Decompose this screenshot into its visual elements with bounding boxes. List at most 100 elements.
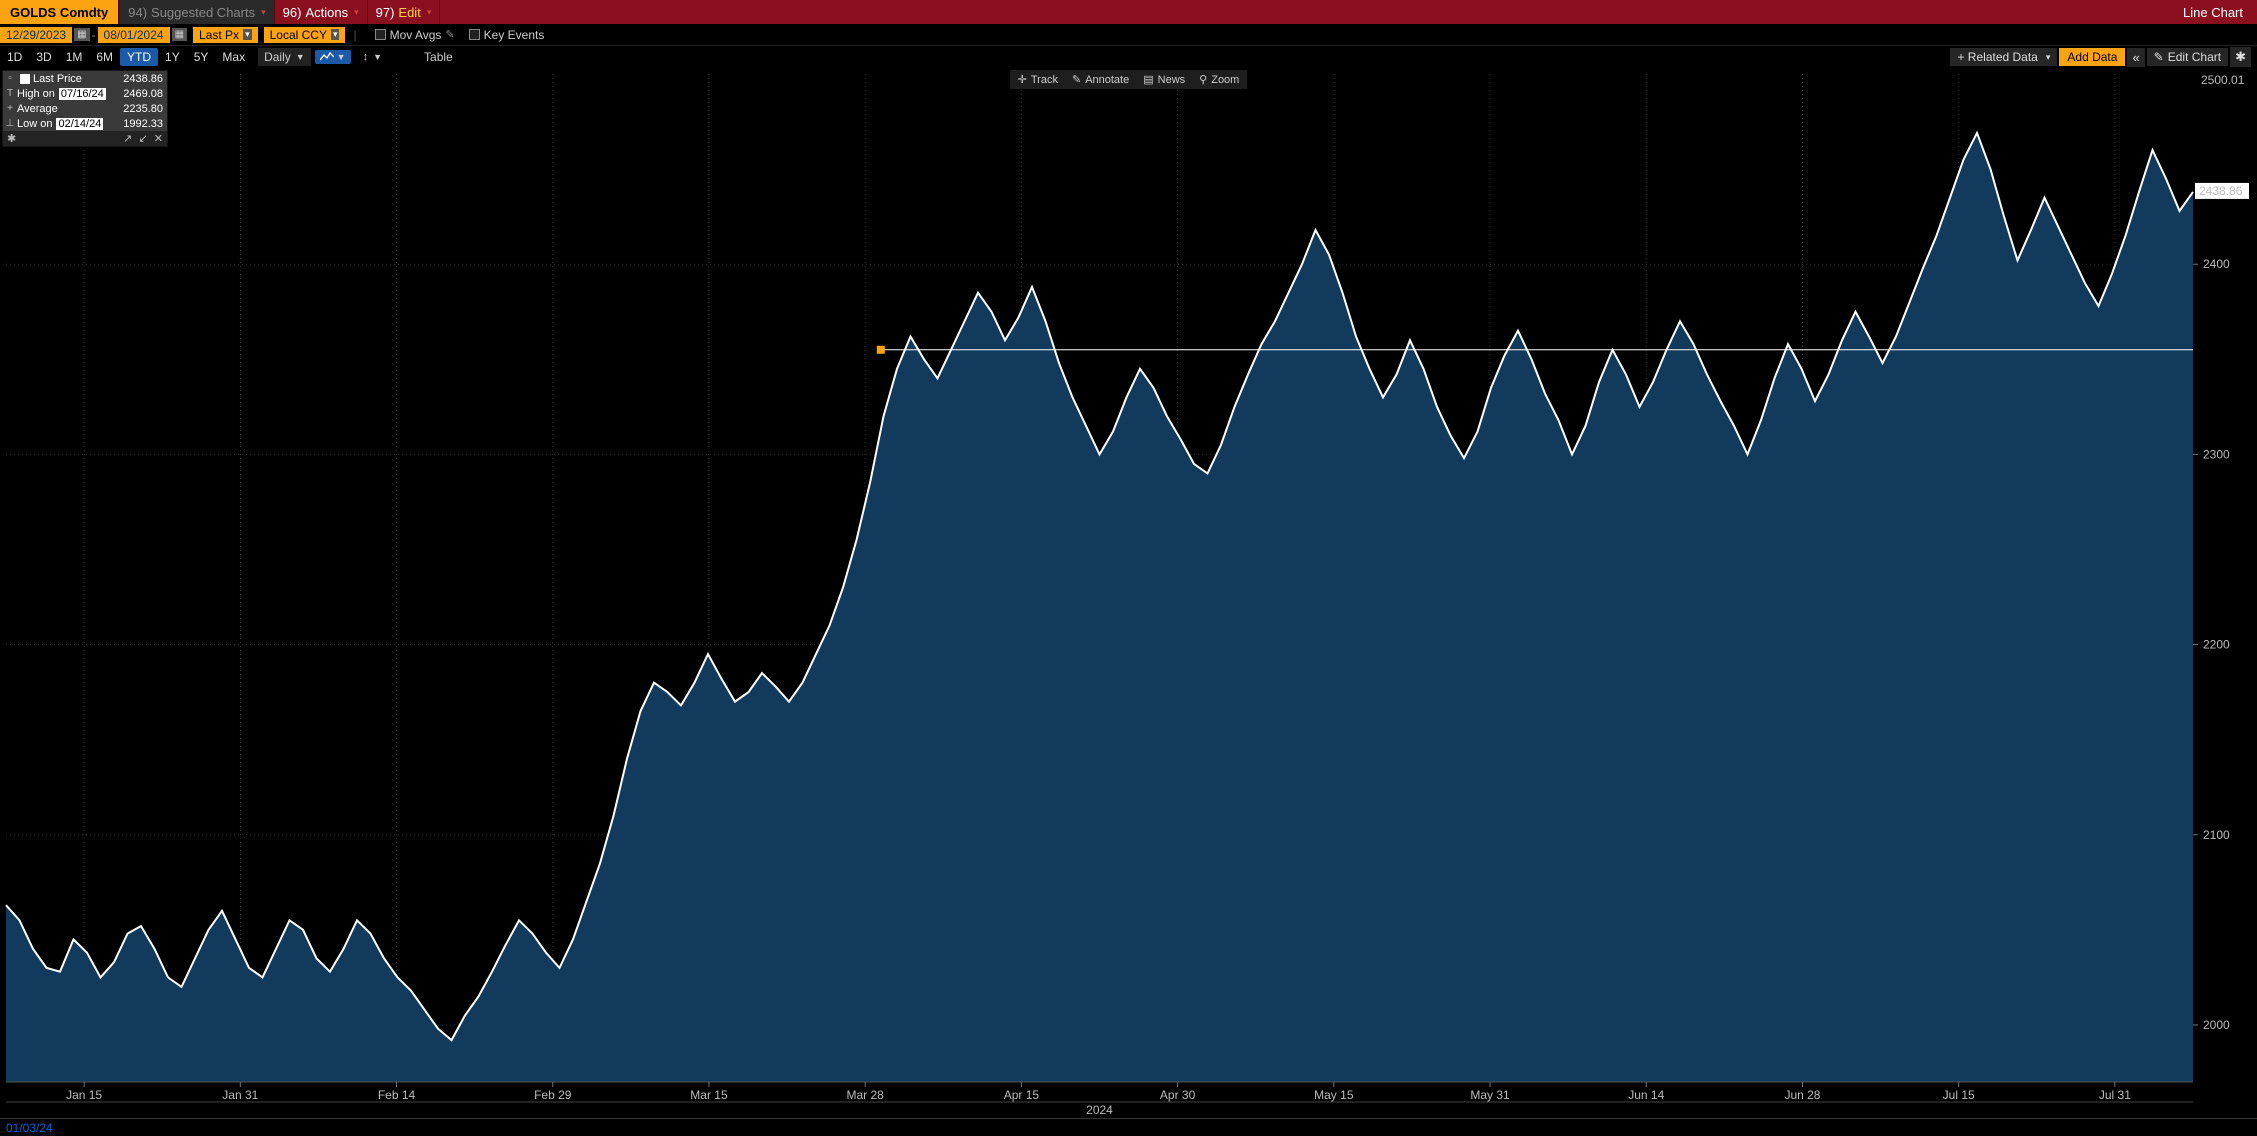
menu-prefix: 96): [283, 5, 302, 20]
collapse-icon[interactable]: ↙: [138, 133, 147, 145]
chart-type-label: Line Chart: [2169, 0, 2257, 24]
svg-text:Jan 31: Jan 31: [222, 1088, 258, 1102]
zoom-label: Zoom: [1211, 74, 1239, 86]
pencil-icon[interactable]: ✎: [445, 28, 454, 41]
menu-label: Suggested Charts: [151, 5, 255, 20]
range-button-ytd[interactable]: YTD: [120, 48, 158, 66]
range-buttons: 1D3D1M6MYTD1Y5YMax: [0, 50, 252, 64]
range-button-1m[interactable]: 1M: [59, 48, 90, 66]
chart-type-icon-button[interactable]: ▼: [315, 50, 351, 64]
annotate-label: Annotate: [1085, 74, 1129, 86]
calendar-icon[interactable]: ▦: [74, 28, 89, 41]
extra-icon: ↕: [363, 51, 369, 63]
zoom-button[interactable]: ⚲ Zoom: [1193, 72, 1245, 87]
close-icon[interactable]: ✕: [154, 133, 163, 145]
svg-text:2100: 2100: [2203, 828, 2230, 842]
svg-text:2438.86: 2438.86: [2199, 184, 2243, 198]
svg-text:2400: 2400: [2203, 257, 2230, 271]
gear-icon[interactable]: ✱: [2230, 47, 2251, 67]
table-button[interactable]: Table: [418, 48, 459, 66]
low-label: Low on: [17, 118, 56, 130]
pin-icon[interactable]: ↗: [123, 133, 132, 145]
svg-text:Mar 28: Mar 28: [846, 1088, 884, 1102]
low-date: 02/14/24: [56, 118, 103, 130]
chart-area[interactable]: ✛Track ✎ Annotate ▤ News ⚲ Zoom ▫ Last Pric…: [0, 68, 2257, 1118]
range-button-3d[interactable]: 3D: [29, 48, 58, 66]
extra-dropdown[interactable]: ↕ ▼: [357, 49, 388, 65]
status-bar: 01/03/24: [0, 1118, 2257, 1136]
caret-down-icon: ▾: [354, 7, 359, 18]
edit-chart-label: Edit Chart: [2168, 50, 2221, 64]
pencil-icon: ✎: [1072, 73, 1081, 86]
pencil-icon: ✎: [2154, 50, 2164, 64]
svg-text:Apr 30: Apr 30: [1160, 1088, 1196, 1102]
svg-text:Feb 14: Feb 14: [378, 1088, 416, 1102]
checkbox-icon: [469, 29, 480, 40]
caret-down-icon: ▼: [296, 52, 305, 62]
suggested-charts-button[interactable]: 94) Suggested Charts ▾: [120, 0, 274, 24]
actions-button[interactable]: 96) Actions ▾: [275, 0, 368, 24]
price-type-dropdown[interactable]: Last Px ▾: [193, 27, 258, 43]
svg-text:May 31: May 31: [1470, 1088, 1510, 1102]
avg-label: Average: [17, 103, 62, 115]
svg-text:Apr 15: Apr 15: [1004, 1088, 1040, 1102]
track-button[interactable]: ✛Track: [1012, 72, 1064, 87]
range-button-6m[interactable]: 6M: [89, 48, 120, 66]
price-chart[interactable]: 200021002200230024002500.012438.86Jan 15…: [0, 68, 2257, 1118]
svg-text:Mar 15: Mar 15: [690, 1088, 728, 1102]
news-label: News: [1158, 74, 1186, 86]
range-button-1y[interactable]: 1Y: [158, 48, 187, 66]
svg-text:2000: 2000: [2203, 1018, 2230, 1032]
track-label: Track: [1031, 74, 1058, 86]
high-icon: T: [3, 88, 17, 99]
calendar-icon[interactable]: ▦: [172, 28, 187, 41]
news-button[interactable]: ▤ News: [1137, 72, 1191, 87]
related-data-button[interactable]: + Related Data ▾: [1950, 48, 2057, 66]
key-events-checkbox[interactable]: Key Events: [469, 28, 545, 42]
date-from-input[interactable]: 12/29/2023: [0, 27, 72, 43]
edit-chart-button[interactable]: ✎ Edit Chart: [2147, 48, 2228, 66]
range-button-max[interactable]: Max: [215, 48, 252, 66]
date-separator: -: [90, 28, 98, 42]
mov-avgs-label: Mov Avgs: [390, 28, 442, 42]
range-button-1d[interactable]: 1D: [0, 48, 29, 66]
time-toolbar: 1D3D1M6MYTD1Y5YMax Daily ▼ ▼ ↕ ▼ Table +…: [0, 46, 2257, 68]
period-label: Daily: [264, 50, 291, 64]
svg-text:Feb 29: Feb 29: [534, 1088, 572, 1102]
svg-text:Jun 14: Jun 14: [1628, 1088, 1664, 1102]
svg-text:Jul 15: Jul 15: [1943, 1088, 1975, 1102]
caret-down-icon: ▾: [243, 29, 252, 40]
last-price-value: 2438.86: [123, 73, 167, 85]
last-price-label: Last Price: [33, 73, 86, 85]
caret-down-icon: ▾: [331, 29, 340, 40]
ticker-symbol[interactable]: GOLDS Comdty: [0, 0, 120, 24]
svg-text:2200: 2200: [2203, 638, 2230, 652]
range-button-5y[interactable]: 5Y: [187, 48, 216, 66]
period-dropdown[interactable]: Daily ▼: [258, 48, 311, 66]
high-value: 2469.08: [123, 88, 167, 100]
date-to-input[interactable]: 08/01/2024: [98, 27, 170, 43]
zoom-icon: ⚲: [1199, 73, 1207, 86]
stats-overlay[interactable]: ▫ Last Price 2438.86 T High on 07/16/24 …: [2, 70, 168, 147]
annotate-button[interactable]: ✎ Annotate: [1066, 72, 1135, 87]
svg-text:Jan 15: Jan 15: [66, 1088, 102, 1102]
svg-text:2024: 2024: [1086, 1103, 1113, 1117]
title-bar: GOLDS Comdty 94) Suggested Charts ▾ 96) …: [0, 0, 2257, 24]
status-date: 01/03/24: [6, 1121, 53, 1135]
svg-text:Jun 28: Jun 28: [1784, 1088, 1820, 1102]
series-checkbox[interactable]: [20, 74, 30, 84]
currency-dropdown[interactable]: Local CCY ▾: [264, 27, 346, 43]
svg-text:2500.01: 2500.01: [2201, 73, 2245, 87]
gear-icon[interactable]: ✱: [7, 132, 16, 145]
high-date: 07/16/24: [59, 88, 106, 100]
add-data-button[interactable]: Add Data: [2059, 48, 2125, 66]
svg-text:May 15: May 15: [1314, 1088, 1354, 1102]
mov-avgs-checkbox[interactable]: Mov Avgs ✎: [375, 28, 455, 42]
high-label: High on: [17, 88, 59, 100]
caret-down-icon: ▾: [2046, 52, 2051, 63]
edit-button[interactable]: 97) Edit ▾: [368, 0, 441, 24]
caret-down-icon: ▼: [337, 52, 346, 62]
collapse-icon[interactable]: «: [2127, 48, 2144, 67]
news-icon: ▤: [1143, 73, 1153, 86]
expand-icon[interactable]: ▫: [3, 73, 17, 84]
